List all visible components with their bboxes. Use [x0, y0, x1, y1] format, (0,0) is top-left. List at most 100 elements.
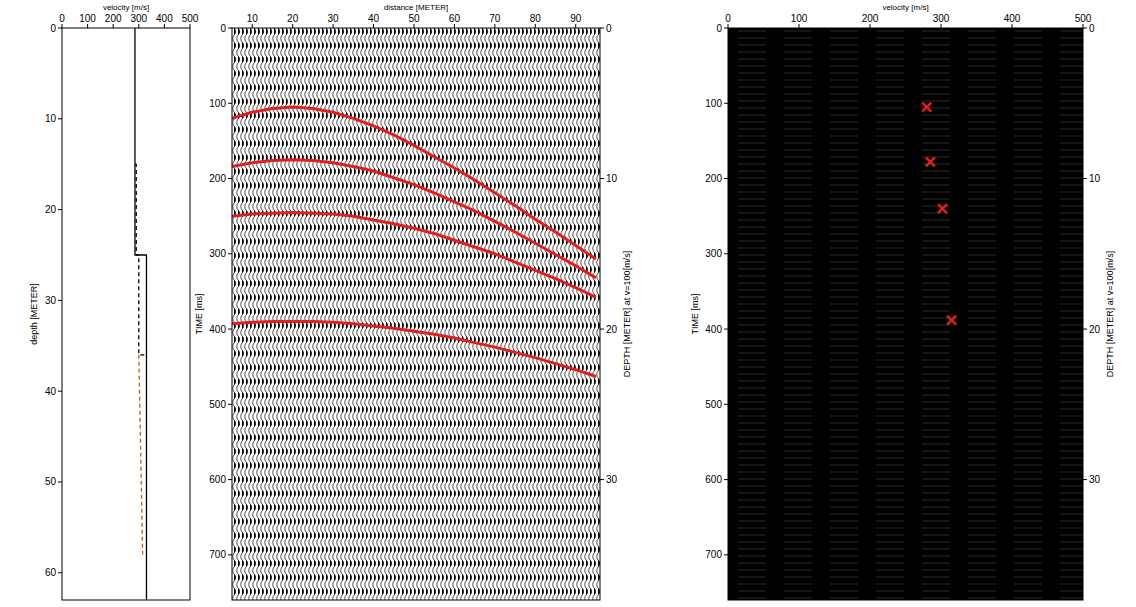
- frame: [62, 28, 190, 600]
- x-tick-label: 0: [725, 13, 731, 24]
- y-tick: [724, 329, 728, 330]
- x-tick: [113, 24, 114, 28]
- pick-marker: [938, 204, 947, 213]
- x-tick-label: 40: [368, 13, 380, 24]
- y-tick: [58, 481, 62, 482]
- y-tick-label: 500: [705, 399, 722, 410]
- semblance-texture: [728, 28, 1083, 600]
- x-tick-label: 500: [182, 13, 199, 24]
- y2-tick-label: 30: [1089, 474, 1101, 485]
- x-tick-label: 300: [933, 13, 950, 24]
- y-tick-label: 500: [209, 399, 226, 410]
- y-tick: [228, 479, 232, 480]
- y2-tick: [600, 329, 604, 330]
- panel: 0100200300400500velocity [m/s]0100200300…: [690, 3, 1115, 600]
- y-tick-label: 600: [209, 474, 226, 485]
- y2-axis-title: DEPTH [METER] at v=100[m/s]: [1105, 251, 1115, 377]
- y-tick: [58, 572, 62, 573]
- x-tick: [1012, 24, 1013, 28]
- y-tick-label: 0: [716, 23, 722, 34]
- y2-tick-label: 10: [1089, 173, 1101, 184]
- y-tick-label: 0: [50, 23, 56, 34]
- x-tick: [413, 24, 414, 28]
- y-tick-label: 300: [209, 248, 226, 259]
- y-tick-label: 400: [209, 324, 226, 335]
- marker-stroke: [922, 103, 931, 112]
- y-tick: [58, 300, 62, 301]
- x-tick: [292, 24, 293, 28]
- x-tick: [252, 24, 253, 28]
- panel: 102030405060708090distance [METER]010020…: [194, 3, 632, 600]
- y2-tick-label: 20: [606, 324, 618, 335]
- y-tick-label: 50: [45, 476, 57, 487]
- x-tick: [87, 24, 88, 28]
- y-tick: [58, 209, 62, 210]
- x-axis-title: velocity [m/s]: [103, 3, 149, 12]
- reflection-curve: [232, 160, 596, 278]
- marker-stroke: [926, 157, 935, 166]
- y2-tick-label: 30: [606, 474, 618, 485]
- y2-tick: [1083, 28, 1087, 29]
- data: [232, 107, 596, 376]
- x-axis-title: velocity [m/s]: [882, 3, 928, 12]
- y2-tick-label: 0: [606, 23, 612, 34]
- y-tick: [58, 391, 62, 392]
- y-tick-label: 100: [209, 98, 226, 109]
- y-tick-label: 20: [45, 204, 57, 215]
- y-tick: [724, 253, 728, 254]
- y-tick: [724, 479, 728, 480]
- marker-stroke: [938, 204, 947, 213]
- x-tick: [535, 24, 536, 28]
- pick-marker: [922, 103, 931, 112]
- y-tick-label: 300: [705, 248, 722, 259]
- y2-tick-label: 10: [606, 173, 618, 184]
- marker-stroke: [938, 204, 947, 213]
- y-tick-label: 60: [45, 567, 57, 578]
- y-axis-title: TIME [ms]: [690, 294, 700, 335]
- velocity-profile: [139, 355, 143, 555]
- y-tick-label: 700: [209, 549, 226, 560]
- x-tick-label: 200: [105, 13, 122, 24]
- y2-axis-title: DEPTH [METER] at v=100[m/s]: [622, 251, 632, 377]
- frame: [232, 28, 600, 600]
- data: [135, 28, 147, 600]
- x-tick: [494, 24, 495, 28]
- y-axis-title: depth [METER]: [29, 283, 39, 345]
- y-tick-label: 30: [45, 295, 57, 306]
- x-axis-title: distance [METER]: [384, 3, 448, 12]
- y2-tick: [600, 479, 604, 480]
- y-tick: [724, 103, 728, 104]
- y-tick: [228, 253, 232, 254]
- pick-marker: [926, 157, 935, 166]
- y-tick-label: 100: [705, 98, 722, 109]
- x-tick: [62, 24, 63, 28]
- semblance-ground: [728, 28, 1083, 600]
- velocity-profile: [135, 28, 147, 600]
- x-tick: [728, 24, 729, 28]
- x-tick: [1083, 24, 1084, 28]
- y-tick: [58, 118, 62, 119]
- x-tick: [373, 24, 374, 28]
- x-tick-label: 300: [130, 13, 147, 24]
- x-tick: [870, 24, 871, 28]
- y2-tick: [1083, 479, 1087, 480]
- y-tick: [724, 554, 728, 555]
- x-tick-label: 80: [530, 13, 542, 24]
- x-tick: [164, 24, 165, 28]
- panel: 0100200300400500velocity [m/s]0102030405…: [29, 3, 198, 600]
- x-tick: [190, 24, 191, 28]
- pick-marker: [947, 316, 956, 325]
- y-tick: [228, 404, 232, 405]
- y-tick: [724, 178, 728, 179]
- seismic-traces: [232, 28, 600, 600]
- y-tick: [228, 554, 232, 555]
- x-tick-label: 30: [328, 13, 340, 24]
- x-tick-label: 400: [1004, 13, 1021, 24]
- x-tick-label: 50: [408, 13, 420, 24]
- y-tick-label: 600: [705, 474, 722, 485]
- data: [922, 103, 956, 325]
- y-tick-label: 400: [705, 324, 722, 335]
- y-tick-label: 200: [705, 173, 722, 184]
- marker-stroke: [926, 157, 935, 166]
- y-tick: [724, 404, 728, 405]
